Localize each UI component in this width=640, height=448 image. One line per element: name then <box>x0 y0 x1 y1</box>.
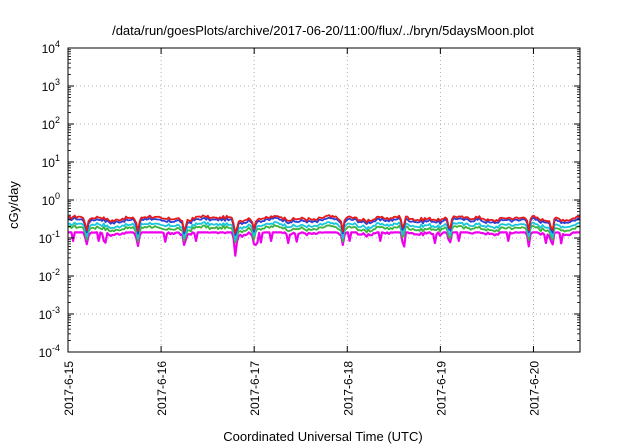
x-axis-label: Coordinated Universal Time (UTC) <box>223 429 422 444</box>
chart-title: /data/run/goesPlots/archive/2017-06-20/1… <box>112 23 534 38</box>
y-tick-label: 101 <box>42 153 60 170</box>
series-line-cyan <box>67 220 581 241</box>
x-tick-label: 2017-6-20 <box>527 361 541 416</box>
y-tick-label: 102 <box>42 115 60 132</box>
series-line-blue <box>67 216 581 236</box>
x-tick-label: 2017-6-17 <box>248 361 262 416</box>
series-line-magenta <box>68 231 580 257</box>
y-tick-label: 104 <box>42 39 60 56</box>
y-tick-label: 10-2 <box>39 267 60 284</box>
series-line-green <box>67 224 581 244</box>
y-tick-label: 10-3 <box>39 305 60 322</box>
x-tick-label: 2017-6-15 <box>62 361 76 416</box>
series-line-red <box>67 214 581 234</box>
y-tick-label: 10-4 <box>39 343 60 360</box>
x-tick-label: 2017-6-18 <box>341 361 355 416</box>
y-axis: 104 103 102 101 100 10-1 10-2 10-3 10-4 <box>39 39 580 360</box>
grid-lines <box>68 48 580 352</box>
x-tick-label: 2017-6-16 <box>155 361 169 416</box>
y-tick-label: 100 <box>42 191 60 208</box>
y-axis-label: cGy/day <box>6 181 21 229</box>
y-tick-label: 10-1 <box>39 229 60 246</box>
y-tick-label: 103 <box>42 77 60 94</box>
x-tick-label: 2017-6-19 <box>434 361 448 416</box>
x-axis: 2017-6-15 2017-6-16 2017-6-17 2017-6-18 2017… <box>62 48 541 416</box>
series-layer <box>67 214 581 257</box>
